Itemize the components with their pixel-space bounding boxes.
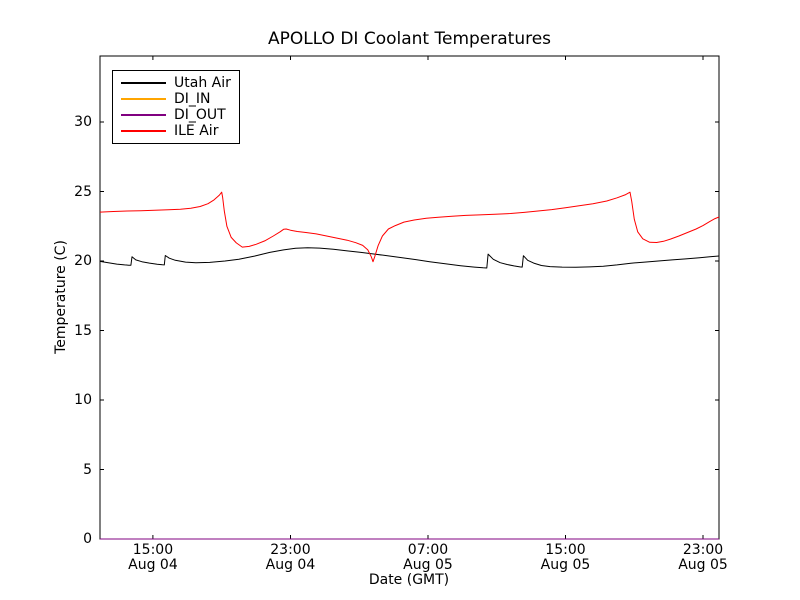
x-tick-label: 15:00 Aug 05 [520, 543, 610, 572]
legend-line-sample [121, 114, 166, 116]
series-line-ile-air [99, 191, 720, 263]
x-tick-label: 23:00 Aug 04 [245, 543, 335, 572]
y-tick-label: 5 [83, 461, 92, 478]
chart-title: APOLLO DI Coolant Temperatures [267, 29, 552, 49]
y-tick-label: 10 [74, 392, 92, 408]
legend-item-ile-air: ILE Air [121, 123, 231, 139]
y-axis-label: Temperature (C) [53, 240, 69, 354]
y-tick-label: 20 [74, 253, 92, 269]
legend-line-sample [121, 130, 166, 132]
legend-line-sample [121, 98, 166, 100]
legend-label: DI_OUT [174, 107, 226, 123]
x-tick-date: Aug 04 [128, 556, 178, 573]
legend-line-sample [121, 82, 166, 84]
x-axis-label: Date (GMT) [368, 572, 450, 588]
x-tick-time: 23:00 [270, 542, 311, 558]
y-tick-label: 0 [83, 531, 92, 547]
x-tick-label: 15:00 Aug 04 [108, 543, 198, 572]
x-tick-label: 07:00 Aug 05 [383, 543, 473, 572]
legend-box: Utah Air DI_IN DI_OUT ILE Air [112, 70, 240, 144]
y-tick-label: 25 [74, 183, 92, 200]
legend-item-utah-air: Utah Air [121, 75, 231, 91]
x-tick-time: 15:00 [545, 542, 586, 558]
legend-label: ILE Air [174, 123, 219, 139]
legend-label: DI_IN [174, 91, 211, 107]
x-tick-date: Aug 05 [678, 556, 728, 573]
x-tick-date: Aug 05 [540, 556, 591, 573]
y-tick-label: 15 [74, 322, 92, 339]
legend-item-di-out: DI_OUT [121, 107, 231, 123]
series-line-utah-air [99, 247, 720, 269]
x-tick-time: 15:00 [132, 542, 174, 558]
legend-label: Utah Air [174, 75, 231, 91]
x-tick-time: 23:00 [682, 542, 724, 558]
x-tick-time: 07:00 [407, 542, 449, 558]
x-tick-label: 23:00 Aug 05 [658, 543, 748, 572]
legend-item-di-in: DI_IN [121, 91, 231, 107]
x-tick-date: Aug 04 [265, 556, 316, 573]
y-tick-label: 30 [74, 114, 92, 131]
x-tick-date: Aug 05 [403, 556, 453, 573]
